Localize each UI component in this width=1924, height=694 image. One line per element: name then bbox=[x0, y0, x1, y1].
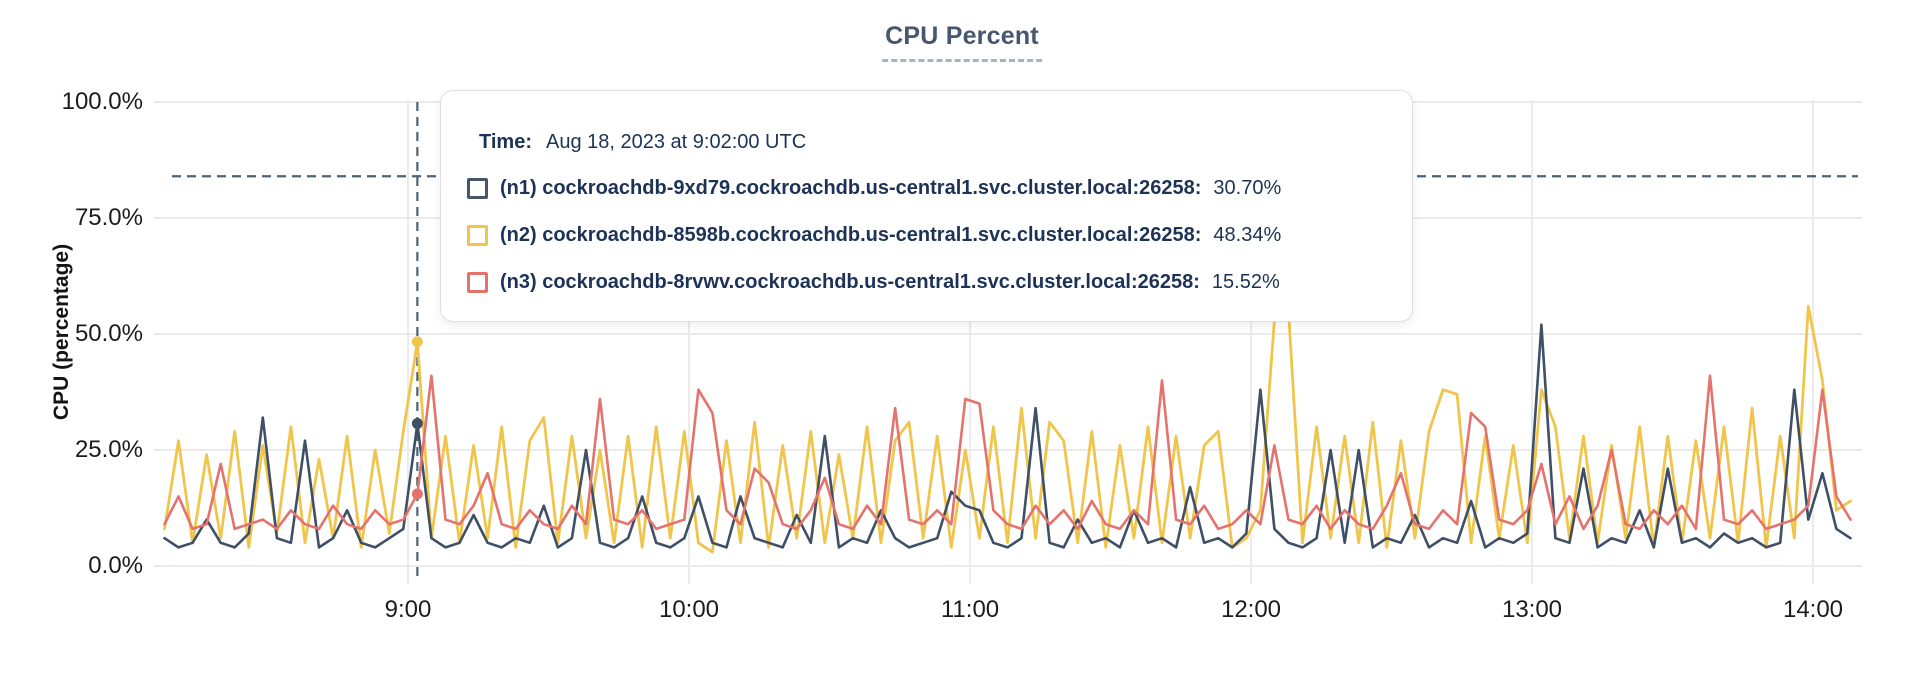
n2-series-value: 48.34% bbox=[1213, 224, 1282, 246]
x-tick-10: 10:00 bbox=[658, 596, 720, 623]
n3-series-value: 15.52% bbox=[1211, 271, 1280, 293]
tooltip-row-n1: (n1) cockroachdb-9xd79.cockroachdb.us-ce… bbox=[467, 165, 1392, 212]
x-tick-9: 9:00 bbox=[384, 596, 432, 623]
tooltip-time-value: Aug 18, 2023 at 9:02:00 UTC bbox=[545, 130, 807, 153]
y-tick-75: 75.0% bbox=[74, 204, 143, 231]
x-tick-14: 14:00 bbox=[1782, 596, 1844, 623]
x-tick-12: 12:00 bbox=[1220, 596, 1282, 623]
tooltip-row-n3: (n3) cockroachdb-8rvwv.cockroachdb.us-ce… bbox=[467, 259, 1392, 306]
x-tick-13: 13:00 bbox=[1501, 596, 1563, 623]
hover-tooltip: Time: Aug 18, 2023 at 9:02:00 UTC (n1) c… bbox=[440, 90, 1413, 322]
n3-series-name: (n3) cockroachdb-8rvwv.cockroachdb.us-ce… bbox=[500, 271, 1200, 293]
n2-series-swatch-icon bbox=[467, 225, 488, 246]
tooltip-time-row: Time: Aug 18, 2023 at 9:02:00 UTC bbox=[479, 119, 1392, 165]
n2-series-name: (n2) cockroachdb-8598b.cockroachdb.us-ce… bbox=[500, 224, 1202, 246]
n1-series-value: 30.70% bbox=[1213, 177, 1282, 199]
y-axis-label: CPU (percentage) bbox=[50, 243, 73, 421]
n1-series-swatch-icon bbox=[467, 178, 488, 199]
n3-series-swatch-icon bbox=[467, 272, 488, 293]
y-tick-25: 25.0% bbox=[74, 436, 143, 463]
y-tick-0: 0.0% bbox=[88, 552, 143, 579]
y-tick-50: 50.0% bbox=[74, 320, 143, 347]
n1-series-name: (n1) cockroachdb-9xd79.cockroachdb.us-ce… bbox=[500, 177, 1202, 199]
x-tick-11: 11:00 bbox=[940, 596, 1000, 623]
chart-title: CPU Percent bbox=[882, 22, 1042, 62]
tooltip-time-label: Time: bbox=[479, 130, 532, 153]
tooltip-row-n2: (n2) cockroachdb-8598b.cockroachdb.us-ce… bbox=[467, 212, 1392, 259]
y-tick-100: 100.0% bbox=[61, 88, 143, 115]
